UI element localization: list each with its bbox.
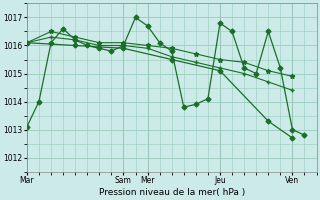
X-axis label: Pression niveau de la mer( hPa ): Pression niveau de la mer( hPa ) bbox=[99, 188, 245, 197]
